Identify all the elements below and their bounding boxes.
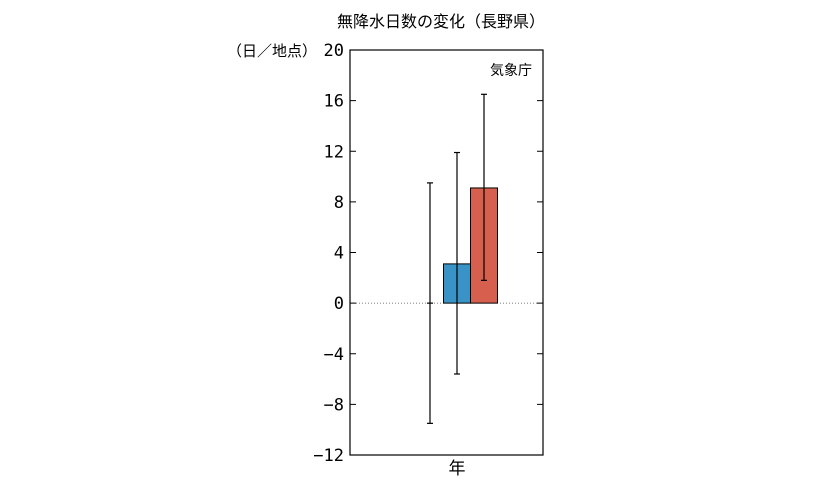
y-tick-label: −12 [313,446,344,466]
y-tick-label: 8 [334,193,344,213]
y-axis-unit-label: （日／地点） [227,42,317,60]
y-axis-tick-labels: 20 16 12 8 4 0 −4 −8 −12 [313,41,344,466]
y-tick-label: 20 [324,41,344,61]
y-tick-label: −4 [324,345,344,365]
y-tick-label: 16 [324,92,344,112]
y-tick-label: 12 [324,142,344,162]
x-category-label: 年 [449,459,466,479]
error-bars-group [427,93,487,424]
y-tick-label: −8 [324,395,344,415]
credit-label: 気象庁 [490,63,532,79]
chart-title: 無降水日数の変化（長野県） [337,12,545,31]
plot-frame [349,49,544,456]
y-axis-ticks [350,49,543,456]
y-tick-label: 4 [334,244,344,264]
y-tick-label: 0 [334,294,344,314]
bar-series-group [443,187,498,304]
